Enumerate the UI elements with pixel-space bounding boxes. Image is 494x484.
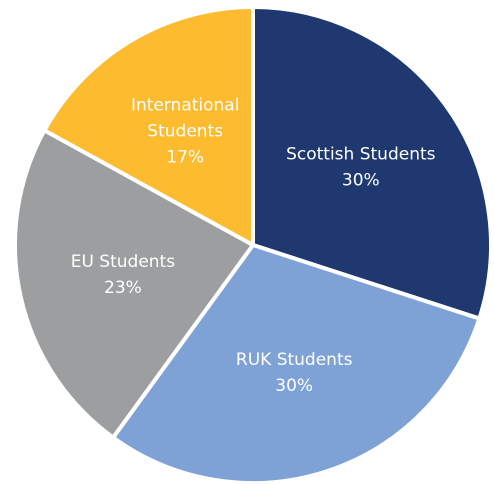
pie-slice-international-students	[42, 5, 255, 247]
slice-percent-label: 30%	[342, 171, 380, 191]
pie-labels: Scottish Students 30% RUK Students 30% EU St…	[71, 95, 436, 396]
slice-percent-label: 23%	[104, 278, 142, 298]
pie-slice-scottish-students	[251, 5, 493, 321]
pie-slice-ruk-students	[111, 243, 482, 484]
slice-name-label: International	[131, 95, 240, 115]
slice-percent-label: 17%	[166, 147, 204, 167]
pie-slices	[13, 5, 493, 484]
slice-label-ruk-students: RUK Students 30%	[236, 350, 353, 396]
slice-percent-label: 30%	[275, 376, 313, 396]
slice-label-scottish-students: Scottish Students 30%	[286, 145, 436, 191]
slice-name-label: Scottish Students	[286, 145, 436, 165]
slice-label-eu-students: EU Students 23%	[71, 252, 176, 298]
pie-slice-eu-students	[13, 128, 255, 440]
slice-name-label: RUK Students	[236, 350, 353, 370]
slice-label-international-students: International Students 17%	[131, 95, 240, 167]
slice-name-label: Students	[147, 121, 223, 141]
slice-name-label: EU Students	[71, 252, 176, 272]
